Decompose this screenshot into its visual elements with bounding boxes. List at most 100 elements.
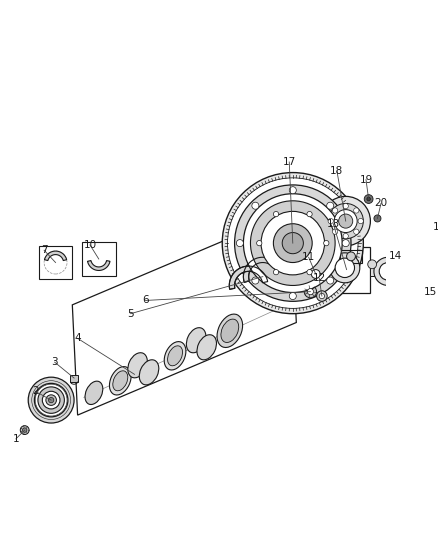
- Circle shape: [343, 204, 348, 209]
- Ellipse shape: [164, 342, 186, 370]
- Ellipse shape: [128, 353, 147, 378]
- Circle shape: [251, 201, 335, 286]
- Circle shape: [328, 219, 333, 224]
- Circle shape: [425, 277, 434, 286]
- Circle shape: [222, 173, 364, 314]
- Circle shape: [38, 387, 64, 413]
- Circle shape: [317, 291, 327, 301]
- Bar: [371, 267, 406, 276]
- Circle shape: [273, 212, 279, 217]
- Circle shape: [28, 377, 74, 423]
- Circle shape: [227, 178, 358, 309]
- Circle shape: [353, 208, 359, 213]
- Bar: [39, 246, 72, 279]
- Circle shape: [420, 229, 438, 289]
- Circle shape: [308, 266, 324, 282]
- Circle shape: [431, 240, 437, 246]
- Ellipse shape: [187, 328, 206, 353]
- Circle shape: [289, 293, 297, 300]
- Circle shape: [332, 229, 338, 235]
- Circle shape: [353, 229, 359, 235]
- Text: 14: 14: [389, 252, 402, 261]
- Ellipse shape: [168, 346, 183, 366]
- Text: 1: 1: [13, 434, 19, 444]
- Text: 17: 17: [283, 157, 296, 167]
- Circle shape: [413, 222, 438, 296]
- Circle shape: [339, 214, 353, 228]
- Circle shape: [307, 288, 314, 295]
- Circle shape: [252, 277, 259, 284]
- Text: 12: 12: [313, 273, 326, 284]
- Polygon shape: [244, 257, 281, 282]
- Circle shape: [343, 233, 348, 239]
- Circle shape: [289, 187, 297, 193]
- Circle shape: [42, 391, 60, 409]
- Circle shape: [431, 272, 437, 278]
- Circle shape: [364, 195, 373, 204]
- Circle shape: [20, 426, 29, 434]
- Bar: [324, 247, 370, 293]
- Text: 3: 3: [51, 357, 58, 367]
- Text: 16: 16: [433, 222, 438, 232]
- Circle shape: [332, 208, 338, 213]
- Circle shape: [319, 293, 325, 298]
- Circle shape: [257, 240, 262, 246]
- Circle shape: [261, 212, 325, 275]
- Text: 11: 11: [302, 252, 315, 262]
- Text: 2: 2: [32, 386, 39, 397]
- Text: 7: 7: [41, 245, 47, 255]
- Text: 4: 4: [74, 333, 81, 343]
- Circle shape: [424, 256, 430, 262]
- Circle shape: [346, 252, 355, 261]
- Circle shape: [374, 257, 402, 286]
- Circle shape: [328, 204, 364, 239]
- Ellipse shape: [139, 360, 159, 385]
- Ellipse shape: [85, 381, 103, 405]
- Circle shape: [307, 270, 312, 275]
- Circle shape: [46, 395, 57, 406]
- Ellipse shape: [110, 367, 131, 395]
- Circle shape: [311, 270, 320, 278]
- Circle shape: [330, 253, 360, 283]
- Polygon shape: [44, 251, 67, 261]
- Circle shape: [379, 263, 397, 280]
- Circle shape: [49, 398, 54, 403]
- Circle shape: [335, 258, 354, 278]
- Circle shape: [252, 202, 259, 209]
- Text: 19: 19: [359, 175, 373, 184]
- Circle shape: [273, 224, 312, 263]
- Polygon shape: [230, 266, 268, 289]
- Ellipse shape: [197, 335, 216, 360]
- Text: 5: 5: [127, 309, 134, 319]
- Circle shape: [327, 202, 334, 209]
- Circle shape: [307, 212, 312, 217]
- Circle shape: [244, 193, 342, 293]
- Circle shape: [273, 270, 279, 275]
- Polygon shape: [88, 261, 110, 270]
- Circle shape: [237, 240, 244, 247]
- Circle shape: [235, 185, 351, 301]
- Circle shape: [358, 219, 364, 224]
- Circle shape: [342, 240, 349, 247]
- Text: 15: 15: [424, 287, 437, 297]
- Circle shape: [321, 196, 371, 246]
- Circle shape: [282, 232, 304, 254]
- Circle shape: [368, 260, 377, 269]
- Bar: [70, 375, 78, 382]
- Circle shape: [334, 209, 357, 232]
- Ellipse shape: [113, 371, 128, 391]
- Bar: [82, 242, 116, 276]
- Circle shape: [423, 232, 438, 286]
- Text: 18: 18: [330, 166, 343, 176]
- Circle shape: [324, 240, 329, 246]
- Circle shape: [432, 241, 438, 277]
- Circle shape: [391, 280, 399, 289]
- Circle shape: [22, 428, 27, 432]
- Text: 10: 10: [83, 240, 96, 250]
- Ellipse shape: [217, 314, 243, 348]
- Circle shape: [35, 383, 68, 417]
- Circle shape: [374, 215, 381, 222]
- Text: 13: 13: [327, 219, 340, 229]
- Ellipse shape: [221, 319, 239, 343]
- Circle shape: [367, 197, 371, 201]
